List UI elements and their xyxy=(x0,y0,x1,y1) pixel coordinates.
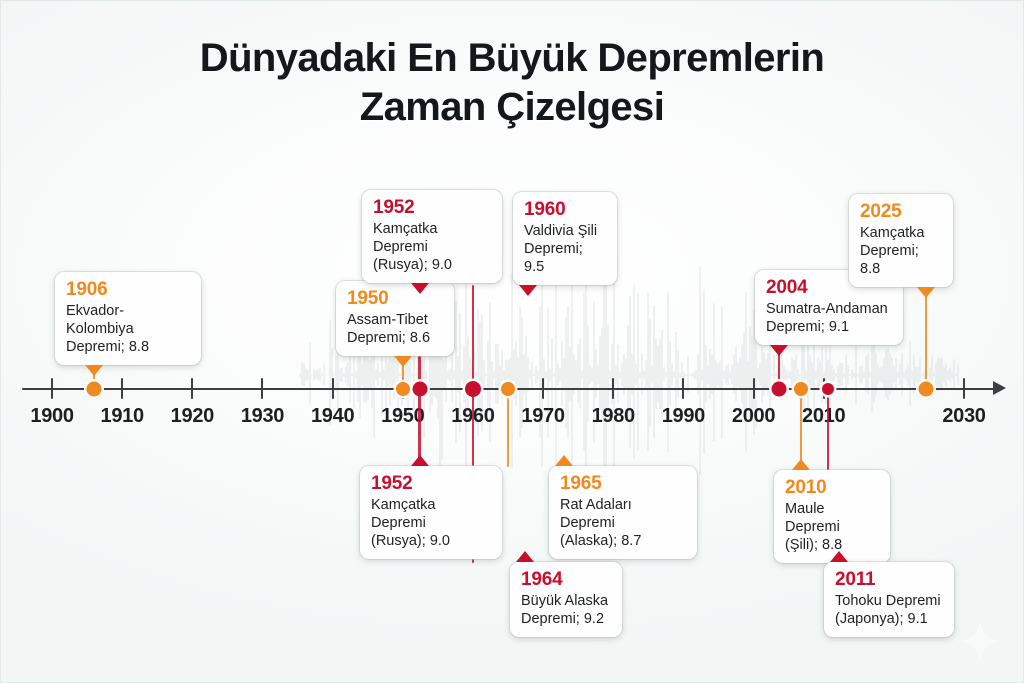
event-description: Kamçatka Depremi; 8.8 xyxy=(860,224,925,278)
event-dot-1950[interactable] xyxy=(395,382,410,396)
event-description: Kamçatka Depremi (Rusya); 9.0 xyxy=(371,496,450,550)
event-year: 1965 xyxy=(560,473,602,494)
event-description: Valdivia Şili Depremi; 9.5 xyxy=(524,222,598,276)
event-card-1950-above[interactable]: 1950 Assam-Tibet Depremi; 8.6 xyxy=(336,281,454,368)
event-card-2010-below[interactable]: 2010 Maule Depremi (Şili); 8.8 xyxy=(774,459,890,564)
event-description: Sumatra-Andaman Depremi; 9.1 xyxy=(766,300,888,336)
event-connector-line xyxy=(799,390,803,471)
axis-tick-1970 xyxy=(542,378,545,399)
card-pointer-icon xyxy=(769,345,788,357)
title-line-1: Dünyadaki En Büyük Depremlerin xyxy=(199,36,825,80)
card-pointer-icon xyxy=(516,551,534,562)
card-pointer-icon xyxy=(410,283,429,295)
event-dot-2010[interactable] xyxy=(794,382,809,396)
sparkle-icon xyxy=(959,620,1001,662)
card-pointer-icon xyxy=(85,365,104,377)
event-connector-line xyxy=(92,365,96,389)
event-card-2011-below[interactable]: 2011 Tohoku Depremi (Japonya); 9.1 xyxy=(824,551,954,638)
card-pointer-icon xyxy=(917,287,936,299)
event-dot-2025[interactable] xyxy=(918,381,934,397)
event-connector-line xyxy=(401,356,405,389)
axis-tick-1900 xyxy=(51,378,54,399)
event-card-1965-below[interactable]: 1965 Rat Adaları Depremi (Alaska); 8.7 xyxy=(549,455,697,560)
axis-tick-label-1990: 1990 xyxy=(661,405,706,427)
page-title: Dünyadaki En Büyük Depremlerin Zaman Çiz… xyxy=(0,34,1024,132)
axis-tick-label-2030: 2030 xyxy=(942,405,986,427)
axis-tick-1910 xyxy=(121,378,124,399)
event-card-1906-above[interactable]: 1906 Ekvador-Kolombiya Depremi; 8.8 xyxy=(55,272,201,377)
event-card-1952-above[interactable]: 1952 Kamçatka Depremi (Rusya); 9.0 xyxy=(362,190,502,295)
timeline-arrow-icon xyxy=(993,381,1006,395)
event-dot-2004[interactable] xyxy=(771,381,787,397)
axis-tick-1980 xyxy=(612,378,615,399)
axis-tick-2030 xyxy=(962,378,965,399)
axis-tick-1930 xyxy=(261,378,264,399)
event-year: 1960 xyxy=(524,199,566,220)
axis-tick-label-1980: 1980 xyxy=(591,405,636,427)
card-pointer-icon xyxy=(410,455,429,466)
event-connector-line xyxy=(777,345,781,389)
event-dot-1906[interactable] xyxy=(86,381,102,397)
axis-tick-label-2000: 2000 xyxy=(731,405,776,427)
axis-tick-label-1940: 1940 xyxy=(310,405,355,427)
event-connector-line xyxy=(418,390,421,467)
card-pointer-icon xyxy=(830,551,848,562)
event-card-2025-above[interactable]: 2025 Kamçatka Depremi; 8.8 xyxy=(849,194,953,299)
event-connector-line xyxy=(924,287,928,389)
axis-tick-1990 xyxy=(682,378,685,399)
event-description: Kamçatka Depremi (Rusya); 9.0 xyxy=(373,220,452,274)
axis-tick-label-1910: 1910 xyxy=(100,405,145,427)
event-card-2004-above[interactable]: 2004 Sumatra-Andaman Depremi; 9.1 xyxy=(755,270,903,357)
event-description: Rat Adaları Depremi (Alaska); 8.7 xyxy=(560,496,642,550)
axis-tick-label-1930: 1930 xyxy=(240,405,285,427)
axis-tick-1940 xyxy=(331,378,334,399)
event-dot-1952[interactable] xyxy=(412,381,428,397)
card-pointer-icon xyxy=(519,285,537,297)
axis-tick-label-1920: 1920 xyxy=(170,405,215,427)
event-year: 1952 xyxy=(373,197,415,218)
event-year: 1950 xyxy=(347,288,389,309)
event-description: Tohoku Depremi (Japonya); 9.1 xyxy=(835,592,941,628)
event-year: 2010 xyxy=(785,477,827,498)
event-dot-1965[interactable] xyxy=(501,382,515,396)
axis-tick-label-1970: 1970 xyxy=(521,405,565,427)
title-line-2: Zaman Çizelgesi xyxy=(359,84,665,129)
event-card-1964-below[interactable]: 1964 Büyük Alaska Depremi; 9.2 xyxy=(510,551,622,638)
event-year: 1952 xyxy=(371,473,413,494)
event-connector-line xyxy=(471,285,475,389)
axis-tick-label-1950: 1950 xyxy=(381,405,425,427)
event-year: 1964 xyxy=(521,569,563,590)
event-description: Büyük Alaska Depremi; 9.2 xyxy=(521,592,609,628)
event-card-1952-below[interactable]: 1952 Kamçatka Depremi (Rusya); 9.0 xyxy=(360,455,502,560)
card-pointer-icon xyxy=(393,356,412,368)
event-description: Ekvador-Kolombiya Depremi; 8.8 xyxy=(66,302,150,356)
event-year: 1906 xyxy=(66,279,108,300)
axis-tick-1920 xyxy=(191,378,194,399)
card-pointer-icon xyxy=(792,459,811,470)
event-connector-line xyxy=(506,390,510,467)
event-dot-1960[interactable] xyxy=(464,381,481,397)
card-pointer-icon xyxy=(555,455,573,466)
axis-tick-2000 xyxy=(752,378,755,399)
event-card-1960-above[interactable]: 1960 Valdivia Şili Depremi; 9.5 xyxy=(513,192,617,297)
event-year: 2004 xyxy=(766,277,808,298)
axis-tick-label-1900: 1900 xyxy=(30,405,74,427)
event-year: 2025 xyxy=(860,201,902,222)
event-year: 2011 xyxy=(835,569,876,590)
event-dot-2011[interactable] xyxy=(821,383,834,395)
axis-tick-label-2010: 2010 xyxy=(802,405,846,427)
event-description: Assam-Tibet Depremi; 8.6 xyxy=(347,311,431,347)
event-description: Maule Depremi (Şili); 8.8 xyxy=(785,500,843,554)
